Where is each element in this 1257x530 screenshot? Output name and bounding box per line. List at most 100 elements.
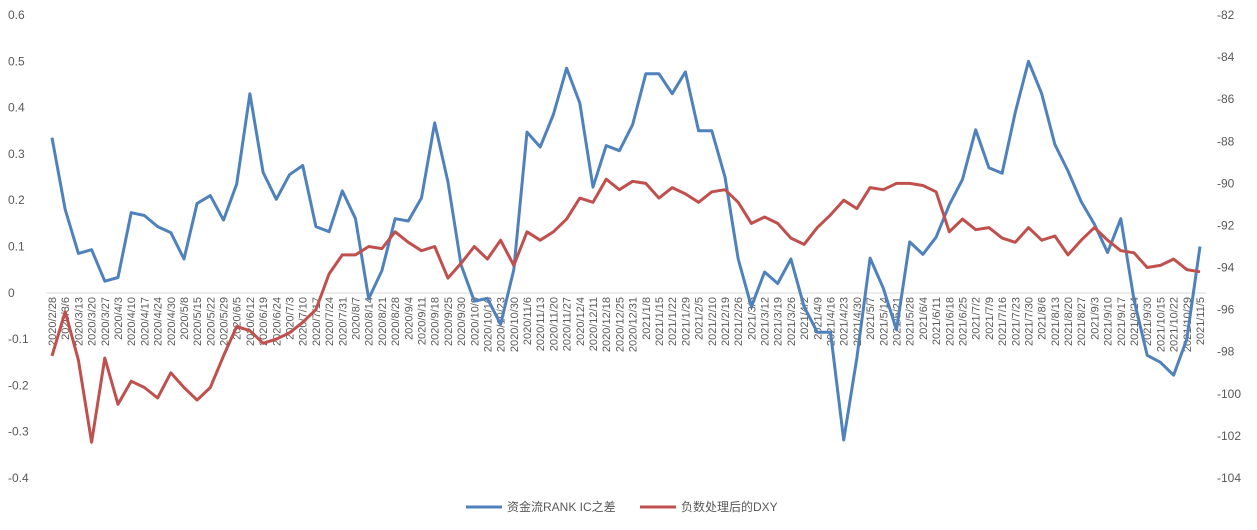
left-tick-label: 0 — [8, 286, 15, 300]
x-tick-label: 2021/8/6 — [1037, 297, 1049, 340]
x-tick-label: 2021/8/20 — [1063, 297, 1075, 346]
x-tick-label: 2021/10/15 — [1155, 297, 1167, 352]
x-tick-label: 2020/9/11 — [416, 297, 428, 345]
x-tick-label: 2020/4/10 — [126, 297, 138, 346]
right-tick-label: -96 — [1217, 303, 1235, 317]
legend-label-dxy: 负数处理后的DXY — [681, 499, 778, 514]
x-tick-label: 2021/9/3 — [1089, 297, 1101, 340]
x-tick-label: 2021/2/19 — [720, 297, 732, 346]
x-tick-label: 2021/1/8 — [641, 297, 653, 340]
x-tick-label: 2020/5/22 — [205, 297, 217, 346]
right-tick-label: -102 — [1217, 429, 1241, 443]
right-tick-label: -92 — [1217, 218, 1235, 232]
x-tick-label: 2020/8/28 — [390, 297, 402, 346]
x-tick-label: 2020/7/31 — [337, 297, 349, 346]
x-tick-label: 2020/10/9 — [469, 297, 481, 346]
x-tick-label: 2021/6/11 — [931, 297, 943, 345]
x-tick-label: 2020/11/27 — [562, 297, 574, 351]
x-tick-label: 2020/10/16 — [482, 297, 494, 352]
x-tick-label: 2021/2/5 — [694, 297, 706, 340]
x-tick-label: 2021/6/25 — [957, 297, 969, 346]
x-tick-label: 2020/4/3 — [113, 297, 125, 340]
x-tick-label: 2020/12/4 — [575, 297, 587, 346]
x-tick-label: 2020/11/13 — [535, 297, 547, 351]
ic-diff-line — [52, 61, 1200, 440]
x-tick-label: 2021/1/22 — [667, 297, 679, 346]
x-tick-label: 2021/9/10 — [1103, 297, 1115, 346]
left-tick-label: 0.4 — [8, 101, 25, 115]
x-tick-label: 2021/3/12 — [760, 297, 772, 346]
x-tick-label: 2021/10/22 — [1169, 297, 1181, 352]
x-tick-label: 2020/12/31 — [628, 297, 640, 352]
x-tick-label: 2020/6/12 — [245, 297, 257, 346]
x-tick-label: 2021/7/2 — [971, 297, 983, 340]
left-tick-label: 0.2 — [8, 193, 25, 207]
x-tick-label: 2020/9/30 — [456, 297, 468, 346]
left-tick-label: 0.6 — [8, 8, 25, 22]
x-tick-label: 2021/3/26 — [786, 297, 798, 346]
right-tick-label: -98 — [1217, 345, 1235, 359]
x-tick-label: 2021/8/27 — [1076, 297, 1088, 346]
x-tick-label: 2020/3/27 — [100, 297, 112, 346]
x-tick-label: 2021/6/18 — [944, 297, 956, 346]
x-tick-label: 2021/5/28 — [905, 297, 917, 346]
x-tick-label: 2021/7/30 — [1023, 297, 1035, 346]
x-tick-label: 2020/7/24 — [324, 297, 336, 346]
right-tick-label: -88 — [1217, 134, 1235, 148]
x-tick-label: 2020/12/18 — [601, 297, 613, 352]
right-tick-label: -84 — [1217, 50, 1235, 64]
left-tick-label: 0.5 — [8, 54, 25, 68]
x-tick-label: 2021/7/16 — [997, 297, 1009, 346]
x-tick-label: 2020/12/25 — [614, 297, 626, 352]
left-tick-label: -0.3 — [8, 425, 29, 439]
left-tick-label: 0.1 — [8, 240, 25, 254]
x-tick-label: 2020/4/30 — [166, 297, 178, 346]
x-tick-label: 2020/5/29 — [219, 297, 231, 346]
x-tick-label: 2020/4/17 — [139, 297, 151, 346]
x-tick-label: 2020/9/4 — [403, 297, 415, 340]
legend-label-ic: 资金流RANK IC之差 — [507, 499, 616, 514]
x-tick-label: 2021/5/7 — [865, 297, 877, 340]
right-tick-label: -104 — [1217, 471, 1241, 485]
x-tick-label: 2021/9/17 — [1116, 297, 1128, 346]
x-tick-label: 2021/7/9 — [984, 297, 996, 340]
right-tick-label: -86 — [1217, 92, 1235, 106]
x-tick-label: 2020/5/8 — [179, 297, 191, 340]
x-tick-label: 2021/2/26 — [733, 297, 745, 346]
series-lines — [52, 61, 1200, 442]
x-tick-label: 2020/3/20 — [87, 297, 99, 346]
right-tick-label: -100 — [1217, 387, 1241, 401]
x-tick-label: 2020/3/13 — [73, 297, 85, 346]
left-tick-label: -0.1 — [8, 332, 29, 346]
left-tick-label: 0.3 — [8, 147, 25, 161]
right-tick-label: -82 — [1217, 8, 1235, 22]
right-tick-label: -90 — [1217, 176, 1235, 190]
x-tick-label: 2020/12/11 — [588, 297, 600, 351]
left-tick-label: -0.2 — [8, 378, 29, 392]
right-tick-label: -94 — [1217, 261, 1235, 275]
x-tick-label: 2020/4/24 — [153, 297, 165, 346]
x-tick-label: 2021/2/10 — [707, 297, 719, 346]
left-axis: 0.6 0.5 0.4 0.3 0.2 0.1 0 -0.1 -0.2 -0.3 -0.4 — [8, 8, 29, 485]
legend: 资金流RANK IC之差 负数处理后的DXY — [466, 499, 778, 514]
x-tick-label: 2020/5/15 — [192, 297, 204, 346]
x-tick-label: 2020/8/14 — [364, 297, 376, 346]
x-tick-label: 2020/9/18 — [430, 297, 442, 346]
x-tick-label: 2021/7/23 — [1010, 297, 1022, 346]
x-tick-label: 2020/10/30 — [509, 297, 521, 352]
x-tick-label: 2020/8/21 — [377, 297, 389, 346]
x-tick-label: 2021/11/5 — [1195, 297, 1207, 345]
x-tick-label: 2021/8/13 — [1050, 297, 1062, 346]
x-tick-label: 2021/1/15 — [654, 297, 666, 346]
right-axis: -82 -84 -86 -88 -90 -92 -94 -96 -98 -100 -102 -104 — [1217, 8, 1241, 485]
x-tick-label: 2021/6/4 — [918, 297, 930, 340]
x-tick-label: 2020/9/25 — [443, 297, 455, 346]
x-tick-label: 2021/4/23 — [839, 297, 851, 346]
x-tick-label: 2020/11/20 — [548, 297, 560, 351]
x-tick-label: 2020/8/7 — [350, 297, 362, 340]
x-tick-label: 2021/3/19 — [773, 297, 785, 346]
x-tick-label: 2020/11/6 — [522, 297, 534, 345]
left-tick-label: -0.4 — [8, 471, 29, 485]
x-tick-label: 2021/1/29 — [680, 297, 692, 346]
